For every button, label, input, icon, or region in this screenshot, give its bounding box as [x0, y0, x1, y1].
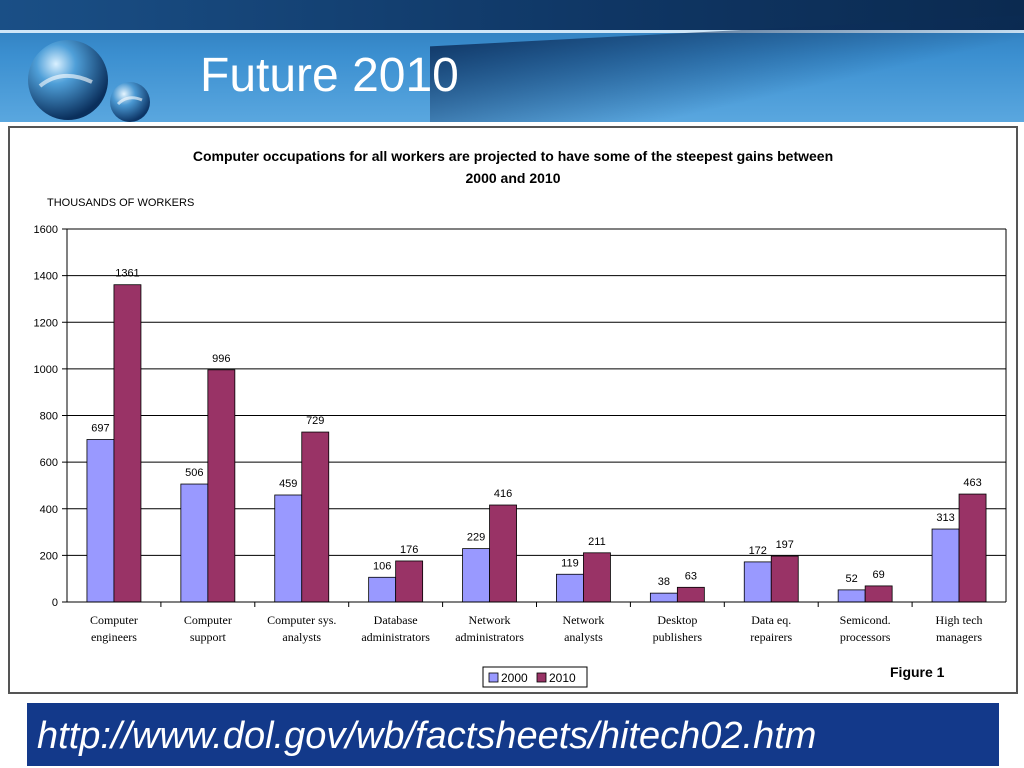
data-label-2010-7: 197 [776, 539, 794, 551]
bar-2000-6 [649, 592, 678, 603]
data-label-2000-6: 38 [658, 576, 670, 588]
x-tick-label-6-1: publishers [653, 630, 703, 644]
chart-frame: Computer occupations for all workers are… [8, 126, 1018, 694]
y-tick-label: 1200 [34, 317, 58, 329]
header-top-bar [0, 0, 1024, 33]
data-label-2000-8: 52 [846, 573, 858, 585]
figure-label: Figure 1 [890, 664, 945, 680]
legend-label-2010: 2010 [549, 671, 576, 685]
data-label-2010-2: 729 [306, 415, 324, 427]
x-tick-label-3-1: administrators [361, 630, 430, 644]
x-tick-label-2-1: analysts [282, 630, 321, 644]
data-label-2000-3: 106 [373, 560, 391, 572]
y-tick-label: 1600 [34, 224, 58, 236]
x-tick-label-4-1: administrators [455, 630, 524, 644]
x-tick-label-5-0: Network [562, 613, 604, 627]
axes [66, 229, 1007, 603]
legend-swatch-2000 [488, 672, 499, 683]
legend: 2000 2010 [482, 666, 588, 688]
x-tick-label-3-0: Database [374, 613, 418, 627]
x-tick-label-2-0: Computer sys. [267, 613, 336, 627]
data-label-2000-1: 506 [185, 467, 203, 479]
bar-chart: Computer occupations for all workers are… [34, 148, 1007, 688]
bar-2010-1 [207, 369, 236, 603]
y-tick-labels: 0 200 400 600 800 1000 1200 1400 1600 [34, 224, 67, 609]
bar-2010-3 [395, 560, 424, 603]
bar-2010-0 [113, 284, 142, 603]
data-label-2000-2: 459 [279, 478, 297, 490]
data-labels: 697 1361 506 996 459 729 106 176 229 416 119 211 38 6… [91, 268, 981, 588]
x-tick-label-8-0: Semicond. [840, 613, 891, 627]
data-label-2010-3: 176 [400, 544, 418, 556]
data-label-2000-4: 229 [467, 532, 485, 544]
bar-2000-2 [274, 494, 303, 603]
chart-title-line1: Computer occupations for all workers are… [193, 148, 833, 164]
x-tick-label-0-1: engineers [91, 630, 137, 644]
bar-2000-9 [931, 528, 960, 603]
globe-logo-icon [28, 40, 150, 122]
bar-2010-6 [676, 586, 705, 603]
legend-box [482, 666, 588, 688]
slide-title: Future 2010 [200, 49, 459, 102]
x-tick-label-7-1: repairers [750, 630, 792, 644]
y-tick-label: 1000 [34, 364, 58, 376]
bar-2000-4 [462, 548, 490, 603]
bar-2010-8 [864, 585, 893, 603]
bar-2000-7 [743, 561, 772, 603]
bar-2010-9 [958, 493, 987, 603]
x-tick-label-8-1: processors [840, 630, 891, 644]
y-tick-label: 200 [40, 550, 58, 562]
bar-2000-0 [86, 439, 115, 603]
x-tick-label-1-0: Computer [184, 613, 232, 627]
x-tick-label-9-1: managers [936, 630, 982, 644]
y-tick-label: 1400 [34, 271, 58, 283]
x-tick-label-9-0: High tech [936, 613, 983, 627]
x-tick-label-0-0: Computer [90, 613, 138, 627]
data-label-2000-0: 697 [91, 423, 109, 435]
bar-2000-3 [368, 576, 397, 603]
x-tick-labels: Computer engineers Computer support Computer… [90, 602, 983, 644]
source-bar: http://www.dol.gov/wb/factsheets/hitech0… [27, 703, 999, 766]
bar-2010-4 [489, 504, 517, 603]
data-label-2000-7: 172 [749, 545, 767, 557]
data-label-2010-4: 416 [494, 488, 512, 500]
slide-header: Future 2010 [0, 0, 1024, 122]
bar-2000-1 [180, 483, 209, 603]
y-tick-label: 400 [40, 504, 58, 516]
bar-2010-2 [301, 431, 330, 603]
x-tick-label-5-1: analysts [564, 630, 603, 644]
y-tick-label: 800 [40, 411, 58, 423]
bars [86, 284, 987, 603]
x-tick-label-7-0: Data eq. [751, 613, 791, 627]
data-label-2010-6: 63 [685, 570, 697, 582]
bar-2000-8 [837, 589, 866, 603]
legend-label-2000: 2000 [501, 671, 528, 685]
bar-2000-5 [556, 573, 584, 603]
data-label-2000-5: 119 [561, 557, 579, 569]
data-label-2010-9: 463 [963, 477, 981, 489]
source-link[interactable]: http://www.dol.gov/wb/factsheets/hitech0… [37, 715, 817, 757]
x-tick-label-6-0: Desktop [657, 613, 697, 627]
data-label-2010-8: 69 [873, 569, 885, 581]
x-tick-label-4-0: Network [469, 613, 511, 627]
bar-2010-5 [583, 552, 611, 603]
data-label-2010-5: 211 [588, 536, 606, 548]
data-label-2000-9: 313 [936, 512, 954, 524]
x-tick-label-1-1: support [190, 630, 227, 644]
chart-title-line2: 2000 and 2010 [466, 170, 561, 186]
y-tick-label: 0 [52, 597, 58, 609]
data-label-2010-0: 1361 [115, 268, 139, 280]
legend-swatch-2010 [536, 672, 547, 683]
y-tick-label: 600 [40, 457, 58, 469]
y-axis-label: THOUSANDS OF WORKERS [47, 197, 194, 209]
bar-2010-7 [770, 555, 799, 603]
data-label-2010-1: 996 [212, 353, 230, 365]
